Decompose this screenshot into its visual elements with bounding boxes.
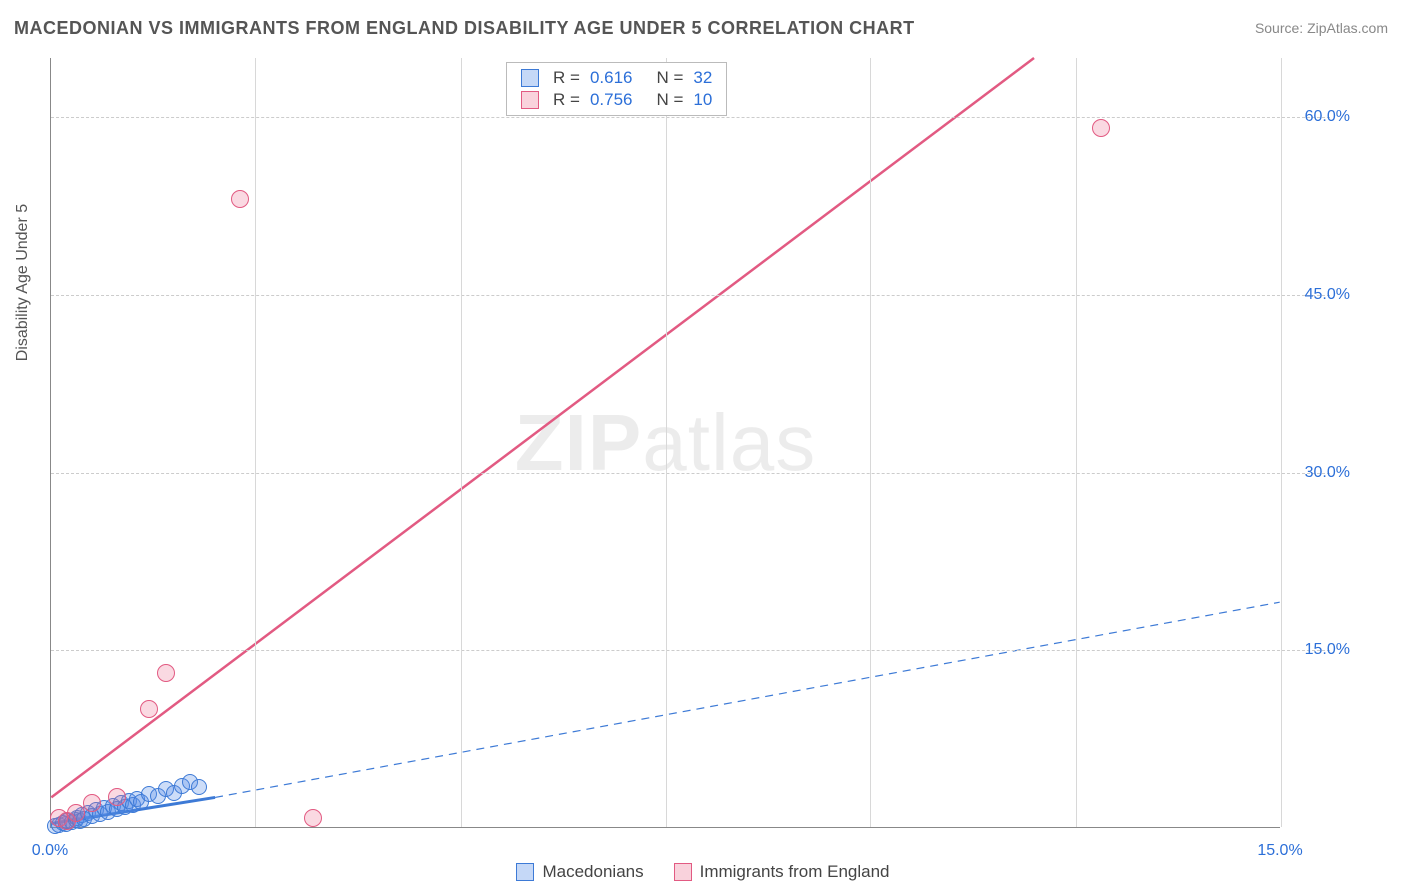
grid-line-v — [666, 58, 667, 827]
legend-swatch — [521, 69, 539, 87]
grid-line-v — [255, 58, 256, 827]
data-point — [191, 779, 207, 795]
data-point — [140, 700, 158, 718]
chart-title: MACEDONIAN VS IMMIGRANTS FROM ENGLAND DI… — [14, 18, 915, 39]
n-label: N = — [656, 68, 683, 88]
r-label: R = — [553, 68, 580, 88]
y-axis-label: Disability Age Under 5 — [14, 204, 32, 361]
chart-plot-area: ZIPatlas 15.0%30.0%45.0%60.0% — [50, 58, 1280, 828]
r-value: 0.756 — [590, 90, 633, 110]
n-value: 10 — [693, 90, 712, 110]
legend-swatch — [521, 91, 539, 109]
legend-item: Immigrants from England — [674, 862, 890, 882]
data-point — [108, 788, 126, 806]
y-tick-label: 45.0% — [1290, 286, 1350, 304]
grid-line-v — [461, 58, 462, 827]
y-tick-label: 30.0% — [1290, 464, 1350, 482]
source-prefix: Source: — [1255, 20, 1307, 36]
legend-label: Macedonians — [542, 862, 643, 882]
legend-stats-box: R = 0.616 N = 32 R = 0.756 N = 10 — [506, 62, 727, 116]
grid-line-v — [870, 58, 871, 827]
grid-line-h — [51, 650, 1330, 651]
data-point — [67, 804, 85, 822]
data-point — [231, 190, 249, 208]
legend-label: Immigrants from England — [700, 862, 890, 882]
grid-line-v — [1076, 58, 1077, 827]
legend-swatch — [674, 863, 692, 881]
x-tick-label: 15.0% — [1257, 842, 1302, 860]
legend-series: Macedonians Immigrants from England — [0, 862, 1406, 882]
legend-item: Macedonians — [516, 862, 643, 882]
data-point — [304, 809, 322, 827]
n-label: N = — [656, 90, 683, 110]
n-value: 32 — [693, 68, 712, 88]
grid-line-h — [51, 295, 1330, 296]
data-point — [83, 794, 101, 812]
x-tick-label: 0.0% — [32, 842, 68, 860]
data-point — [1092, 119, 1110, 137]
source-attribution: Source: ZipAtlas.com — [1255, 20, 1388, 36]
r-value: 0.616 — [590, 68, 633, 88]
data-point — [157, 664, 175, 682]
grid-line-h — [51, 473, 1330, 474]
r-label: R = — [553, 90, 580, 110]
grid-line-v — [1281, 58, 1282, 827]
y-tick-label: 15.0% — [1290, 641, 1350, 659]
y-tick-label: 60.0% — [1290, 108, 1350, 126]
legend-swatch — [516, 863, 534, 881]
source-link[interactable]: ZipAtlas.com — [1307, 20, 1388, 36]
legend-stat-row: R = 0.616 N = 32 — [507, 67, 726, 89]
legend-stat-row: R = 0.756 N = 10 — [507, 89, 726, 111]
grid-line-h — [51, 117, 1330, 118]
